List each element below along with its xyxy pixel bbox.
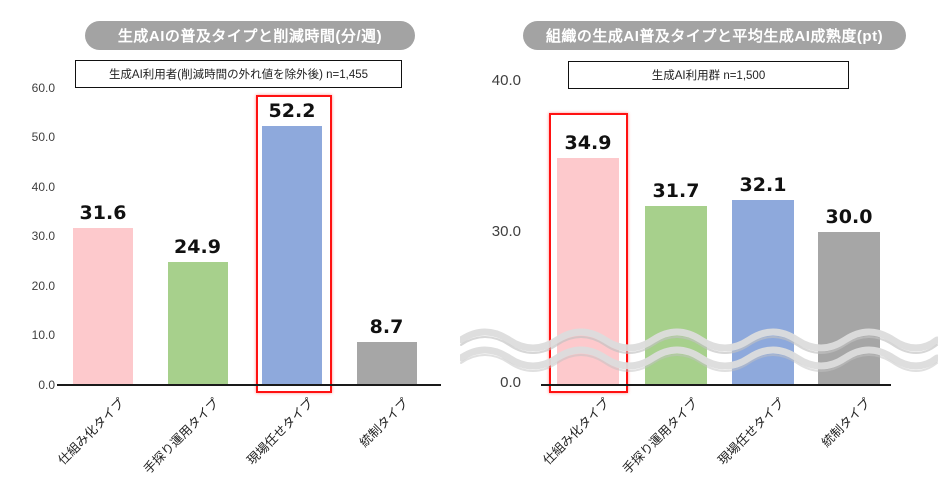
x-axis xyxy=(541,384,891,386)
category-label-text: 仕組み化タイプ xyxy=(540,395,613,468)
chart-left-title-pill: 生成AIの普及タイプと削減時間(分/週) xyxy=(85,21,415,50)
y-tick-label: 0.0 xyxy=(500,374,521,391)
bar-value-label: 52.2 xyxy=(268,100,316,123)
bar-value-label: 24.9 xyxy=(174,235,221,258)
chart-left-subtitle-box: 生成AI利用者(削減時間の外れ値を除外後) n=1,455 xyxy=(75,60,402,88)
bar-value-label: 31.6 xyxy=(79,202,127,225)
y-tick-label: 20.0 xyxy=(31,278,55,293)
bar-value-label: 8.7 xyxy=(369,315,404,338)
y-tick-label: 30.0 xyxy=(491,223,521,240)
y-tick-label: 40.0 xyxy=(31,179,55,194)
chart-right-title-pill: 組織の生成AI普及タイプと平均生成AI成熟度(pt) xyxy=(523,21,906,50)
chart-right-subtitle-box: 生成AI利用群 n=1,500 xyxy=(568,61,849,89)
y-tick-label: 50.0 xyxy=(31,130,55,145)
highlight-box xyxy=(256,95,332,393)
y-tick-label: 40.0 xyxy=(491,72,521,89)
bar xyxy=(262,126,322,385)
bar xyxy=(356,341,417,385)
highlight-box xyxy=(549,113,628,393)
bar-value-label: 31.7 xyxy=(652,180,700,203)
category-label-text: 現場任せタイプ xyxy=(715,395,788,468)
y-tick-label: 10.0 xyxy=(31,328,55,343)
category-label-text: 手探り運用タイプ xyxy=(620,395,701,477)
x-axis xyxy=(57,384,441,386)
axis-break-wave-icon xyxy=(460,328,938,372)
bar-value-label: 30.0 xyxy=(825,206,873,228)
bar xyxy=(167,261,228,385)
y-tick-label: 30.0 xyxy=(31,229,55,244)
bar xyxy=(73,228,133,385)
bar-value-label: 32.1 xyxy=(739,174,787,197)
bar-value-label: 34.9 xyxy=(564,132,612,154)
y-tick-label: 60.0 xyxy=(31,80,55,95)
category-label-text: 統制タイプ xyxy=(819,395,874,450)
y-tick-label: 0.0 xyxy=(38,378,55,392)
